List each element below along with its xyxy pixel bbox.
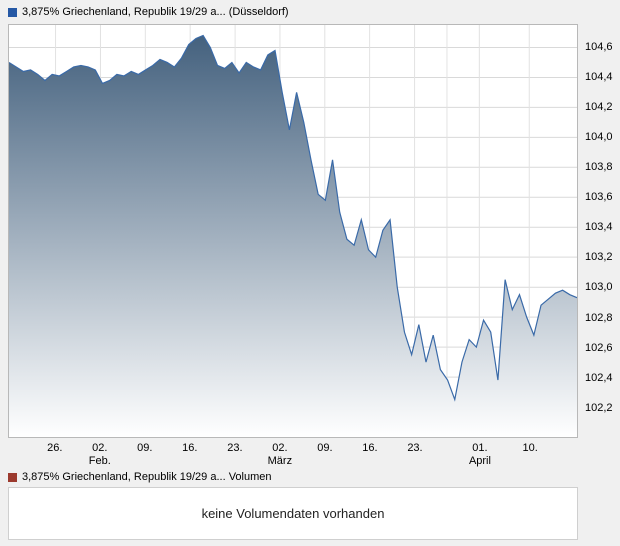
x-axis-months: Feb. März April — [8, 455, 578, 468]
y-axis-label: 102,4 — [585, 371, 613, 384]
y-axis-label: 104,2 — [585, 100, 613, 113]
x-axis-label: 26. — [47, 442, 63, 454]
y-axis-label: 103,2 — [585, 251, 613, 264]
y-axis-label: 104,6 — [585, 40, 613, 53]
volume-series-marker-icon — [8, 472, 17, 482]
price-series-marker-icon — [8, 7, 17, 17]
y-axis-label: 104,0 — [585, 130, 613, 143]
y-axis-label: 103,4 — [585, 221, 613, 234]
x-axis-month-label: April — [468, 455, 491, 467]
x-axis-label: 16. — [182, 442, 198, 454]
y-axis-label: 102,6 — [585, 341, 613, 354]
price-chart-area — [8, 24, 578, 438]
price-series-legend: 3,875% Griechenland, Republik 19/29 a...… — [8, 6, 289, 18]
y-axis-label: 102,8 — [585, 311, 613, 324]
x-axis-label: 02. — [92, 442, 108, 454]
y-axis-label: 104,4 — [585, 70, 613, 83]
price-line — [9, 34, 577, 402]
volume-series-label: 3,875% Griechenland, Republik 19/29 a...… — [22, 471, 272, 483]
price-area-fill — [9, 35, 577, 437]
y-axis: 104,6 104,4 104,2 104,0 103,8 103,6 103,4 103,2… — [582, 24, 620, 438]
x-axis-label: 02. — [272, 442, 288, 454]
volume-series-legend: 3,875% Griechenland, Republik 19/29 a...… — [8, 471, 272, 483]
x-axis-label: 09. — [317, 442, 333, 454]
x-axis-days: 26. 02. 09. 16. 23. 02. 09. 16. 23. 01. 10. — [8, 442, 578, 455]
price-series-label: 3,875% Griechenland, Republik 19/29 a...… — [22, 6, 289, 18]
volume-panel: keine Volumendaten vorhanden — [8, 487, 578, 540]
y-axis-label: 103,0 — [585, 281, 613, 294]
y-axis-label: 102,2 — [585, 401, 613, 414]
volume-empty-message: keine Volumendaten vorhanden — [201, 506, 385, 521]
x-axis-label: 16. — [362, 442, 378, 454]
x-axis-label: 01. — [472, 442, 488, 454]
x-axis-label: 23. — [407, 442, 423, 454]
y-axis-label: 103,8 — [585, 161, 613, 174]
x-axis-label: 23. — [227, 442, 243, 454]
x-axis-label: 10. — [522, 442, 538, 454]
x-axis-label: 09. — [137, 442, 153, 454]
x-axis-month-label: Feb. — [88, 455, 111, 467]
x-axis-month-label: März — [267, 455, 293, 467]
price-chart — [9, 25, 577, 437]
y-axis-label: 103,6 — [585, 191, 613, 204]
